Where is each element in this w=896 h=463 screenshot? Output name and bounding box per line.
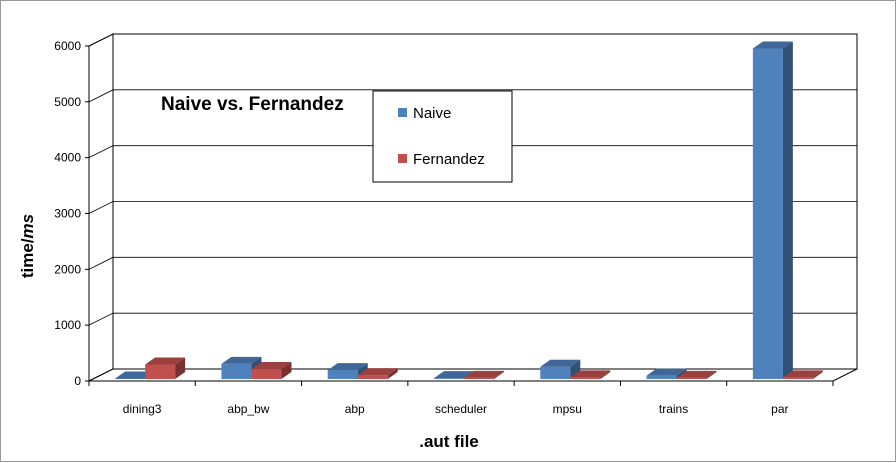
legend-swatch-naive (398, 108, 407, 117)
bar-front (782, 377, 813, 379)
y-tick-label: 1000 (54, 318, 81, 332)
bar-side (281, 361, 292, 379)
x-tick-label: mpsu (553, 402, 582, 416)
gridline (88, 145, 857, 159)
x-tick-label: abp (345, 402, 365, 416)
legend-box (372, 90, 513, 183)
y-tick-label: 0 (74, 374, 81, 388)
bar-top (434, 371, 474, 379)
bar-front (327, 370, 358, 379)
bar-top (540, 359, 581, 367)
legend-label-fernandez: Fernandez (413, 151, 485, 168)
bars (115, 41, 823, 379)
legend-swatch-fernandez (398, 154, 407, 163)
bar-top (145, 357, 186, 365)
gridline (88, 256, 857, 270)
bar-fernandez-abp_bw (251, 361, 292, 379)
bar-side (706, 370, 717, 379)
y-axis-title-prefix: time/ (18, 238, 37, 278)
gridlines (88, 33, 857, 326)
bar-fernandez-dining3 (145, 357, 186, 379)
bar-top (676, 370, 717, 378)
x-axis-ticks: dining3 abp_bw abp scheduler mpsu trains par (88, 381, 834, 416)
bar-front (752, 48, 783, 379)
chart-title: Naive vs. Fernandez (161, 94, 344, 115)
bar-side (494, 370, 504, 379)
bar-front (221, 363, 252, 379)
bar-front (145, 364, 176, 379)
y-tick-label: 5000 (54, 95, 81, 109)
bar-top (327, 363, 368, 371)
bar-front (540, 366, 571, 379)
bar-side (782, 41, 793, 379)
bar-side (600, 370, 611, 379)
legend-label-naive: Naive (413, 105, 451, 122)
bar-top (646, 368, 687, 376)
x-tick-label: par (771, 402, 788, 416)
bar-front (570, 377, 601, 379)
bar-front (357, 375, 388, 379)
bar-front (251, 368, 282, 379)
x-tick-label: abp_bw (227, 402, 269, 416)
bar-naive-par (752, 41, 793, 379)
bar-front (115, 378, 146, 379)
bar-front (434, 378, 464, 379)
y-tick-label: 6000 (54, 39, 81, 53)
bar-top (357, 368, 398, 376)
y-tick-label: 4000 (54, 151, 81, 165)
x-axis-title: .aut file (419, 432, 479, 451)
bar-naive-mpsu (540, 359, 581, 379)
bar-front (676, 377, 707, 379)
x-tick-label: scheduler (435, 402, 487, 416)
gridline (88, 89, 857, 103)
legend: Naive Fernandez (372, 90, 513, 183)
chart-walls (88, 33, 858, 382)
gridline (88, 312, 857, 326)
gridline (88, 33, 857, 47)
bar-fernandez-scheduler (464, 370, 504, 379)
bar-fernandez-abp (357, 368, 398, 379)
bar-front (464, 377, 494, 379)
y-axis-title: time/ms (18, 214, 37, 278)
bar-front (646, 375, 677, 379)
gridline (88, 201, 857, 214)
y-tick-label: 2000 (54, 262, 81, 276)
bar-top (221, 356, 262, 364)
bar-side (387, 368, 398, 379)
bar-fernandez-mpsu (570, 370, 611, 379)
bar-top (251, 361, 292, 369)
bar-side (175, 357, 186, 379)
bar-fernandez-par (782, 370, 823, 379)
bar-side (570, 359, 581, 379)
y-axis-ticks: 0 1000 2000 3000 4000 5000 6000 (54, 39, 89, 388)
bar-top (570, 370, 611, 378)
y-axis-title-unit: ms (18, 214, 37, 239)
bar-side (812, 370, 823, 379)
y-tick-label: 3000 (54, 207, 81, 221)
bar-top (782, 370, 823, 378)
x-tick-label: dining3 (123, 402, 162, 416)
bar-top (464, 370, 504, 378)
bar-top (752, 41, 793, 49)
bar-fernandez-trains (676, 370, 717, 379)
x-tick-label: trains (659, 402, 688, 416)
